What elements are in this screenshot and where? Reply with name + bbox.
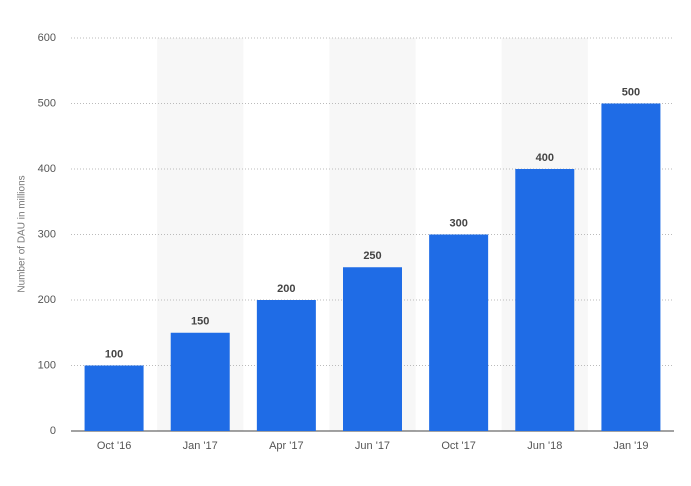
x-tick-label: Oct '17 bbox=[441, 440, 476, 452]
bar bbox=[601, 103, 661, 431]
x-tick-label: Jun '18 bbox=[527, 440, 562, 452]
y-tick-label: 500 bbox=[38, 97, 56, 109]
bar bbox=[170, 332, 230, 431]
x-tick-label: Jun '17 bbox=[355, 440, 390, 452]
y-tick-label: 0 bbox=[50, 425, 56, 437]
y-tick-label: 200 bbox=[38, 294, 56, 306]
value-label: 300 bbox=[449, 217, 467, 229]
y-tick-label: 600 bbox=[38, 32, 56, 44]
y-tick-label: 300 bbox=[38, 228, 56, 240]
value-label: 250 bbox=[363, 250, 381, 262]
bar bbox=[343, 267, 402, 431]
bar bbox=[515, 169, 575, 431]
value-label: 400 bbox=[536, 152, 554, 164]
x-tick-label: Apr '17 bbox=[269, 440, 304, 452]
bar bbox=[256, 300, 316, 431]
y-tick-label: 100 bbox=[38, 359, 56, 371]
x-tick-label: Jan '17 bbox=[183, 440, 218, 452]
y-axis-label: Number of DAU in millions bbox=[17, 175, 28, 292]
x-tick-label: Oct '16 bbox=[97, 440, 132, 452]
value-label: 500 bbox=[622, 86, 640, 98]
value-label: 150 bbox=[191, 316, 209, 328]
y-tick-label: 400 bbox=[38, 163, 56, 175]
x-tick-label: Jan '19 bbox=[613, 440, 648, 452]
bar bbox=[429, 234, 489, 431]
bar bbox=[84, 365, 144, 431]
value-label: 200 bbox=[277, 283, 295, 295]
value-label: 100 bbox=[105, 348, 123, 360]
